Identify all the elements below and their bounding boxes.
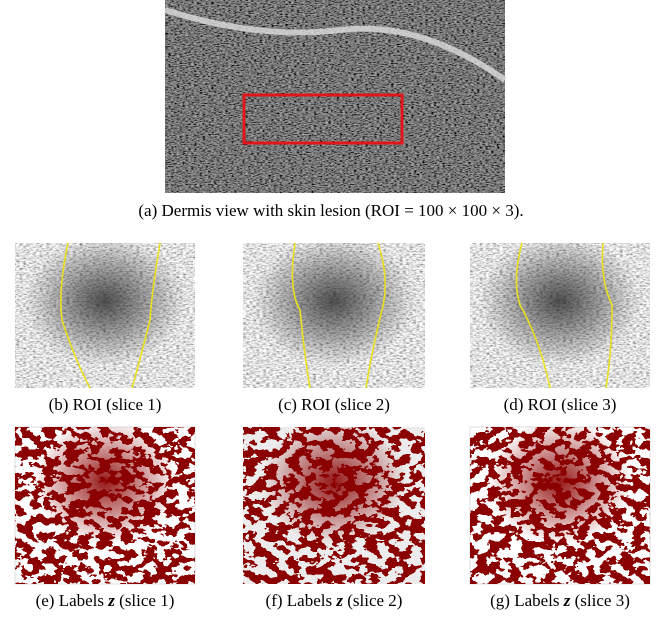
caption-variable: z — [107, 591, 115, 610]
caption-slice: (slice 3) — [575, 591, 630, 610]
caption: (g) Labels z (slice 3) — [490, 591, 630, 610]
page: {"figure": { "main": {"caption": "(a) De… — [0, 0, 662, 619]
label-core — [15, 427, 195, 584]
roi-image — [15, 243, 195, 388]
lesion-shade — [470, 243, 650, 388]
label-core — [243, 427, 425, 584]
figure: (a) Dermis view with skin lesion (ROI = … — [0, 0, 662, 619]
caption-variable: z — [335, 591, 343, 610]
lesion-shade — [243, 243, 425, 388]
dermis-image — [165, 0, 505, 193]
caption: (e) Labels z (slice 1) — [36, 591, 175, 610]
caption: (a) Dermis view with skin lesion (ROI = … — [138, 201, 523, 220]
label-image — [470, 427, 650, 584]
caption-slice: (slice 2) — [347, 591, 402, 610]
caption-variable: z — [563, 591, 571, 610]
caption-label: (f) Labels — [266, 591, 333, 610]
caption: (d) ROI (slice 3) — [504, 395, 617, 414]
label-image — [15, 427, 195, 584]
lesion-shade — [15, 243, 195, 388]
caption: (b) ROI (slice 1) — [49, 395, 162, 414]
caption-label: (g) Labels — [490, 591, 559, 610]
label-core — [470, 427, 650, 584]
caption-label: (e) Labels — [36, 591, 104, 610]
caption: (f) Labels z (slice 2) — [266, 591, 403, 610]
caption-slice: (slice 1) — [119, 591, 174, 610]
roi-image — [243, 243, 425, 388]
caption: (c) ROI (slice 2) — [278, 395, 390, 414]
roi-image — [470, 243, 650, 388]
label-image — [243, 427, 425, 584]
